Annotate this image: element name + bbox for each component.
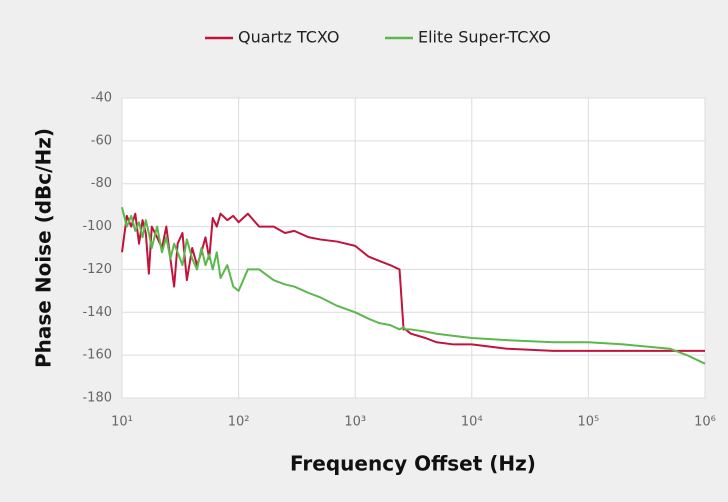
x-tick-label: 10⁴ (461, 415, 483, 430)
y-tick-label: -40 (91, 91, 112, 106)
x-tick-label: 10⁵ (578, 415, 600, 430)
y-tick-label: -140 (82, 305, 112, 320)
x-tick-label: 10² (228, 415, 250, 430)
y-tick-label: -100 (82, 219, 112, 234)
series-line (121, 207, 706, 365)
y-tick-label: -180 (82, 391, 112, 406)
y-tick-label: -80 (91, 176, 112, 191)
legend-label: Elite Super-TCXO (418, 28, 551, 47)
x-axis-label: Frequency Offset (Hz) (290, 452, 536, 476)
x-tick-label: 10¹ (111, 415, 133, 430)
x-tick-label: 10⁶ (694, 415, 716, 430)
legend-label: Quartz TCXO (238, 28, 339, 47)
y-axis-label: Phase Noise (dBc/Hz) (32, 128, 56, 368)
y-tick-label: -120 (82, 262, 112, 277)
y-tick-label: -160 (82, 348, 112, 363)
plot-area (121, 97, 706, 399)
series-line (121, 212, 705, 352)
x-tick-label: 10³ (344, 415, 366, 430)
y-tick-label: -60 (91, 133, 112, 148)
